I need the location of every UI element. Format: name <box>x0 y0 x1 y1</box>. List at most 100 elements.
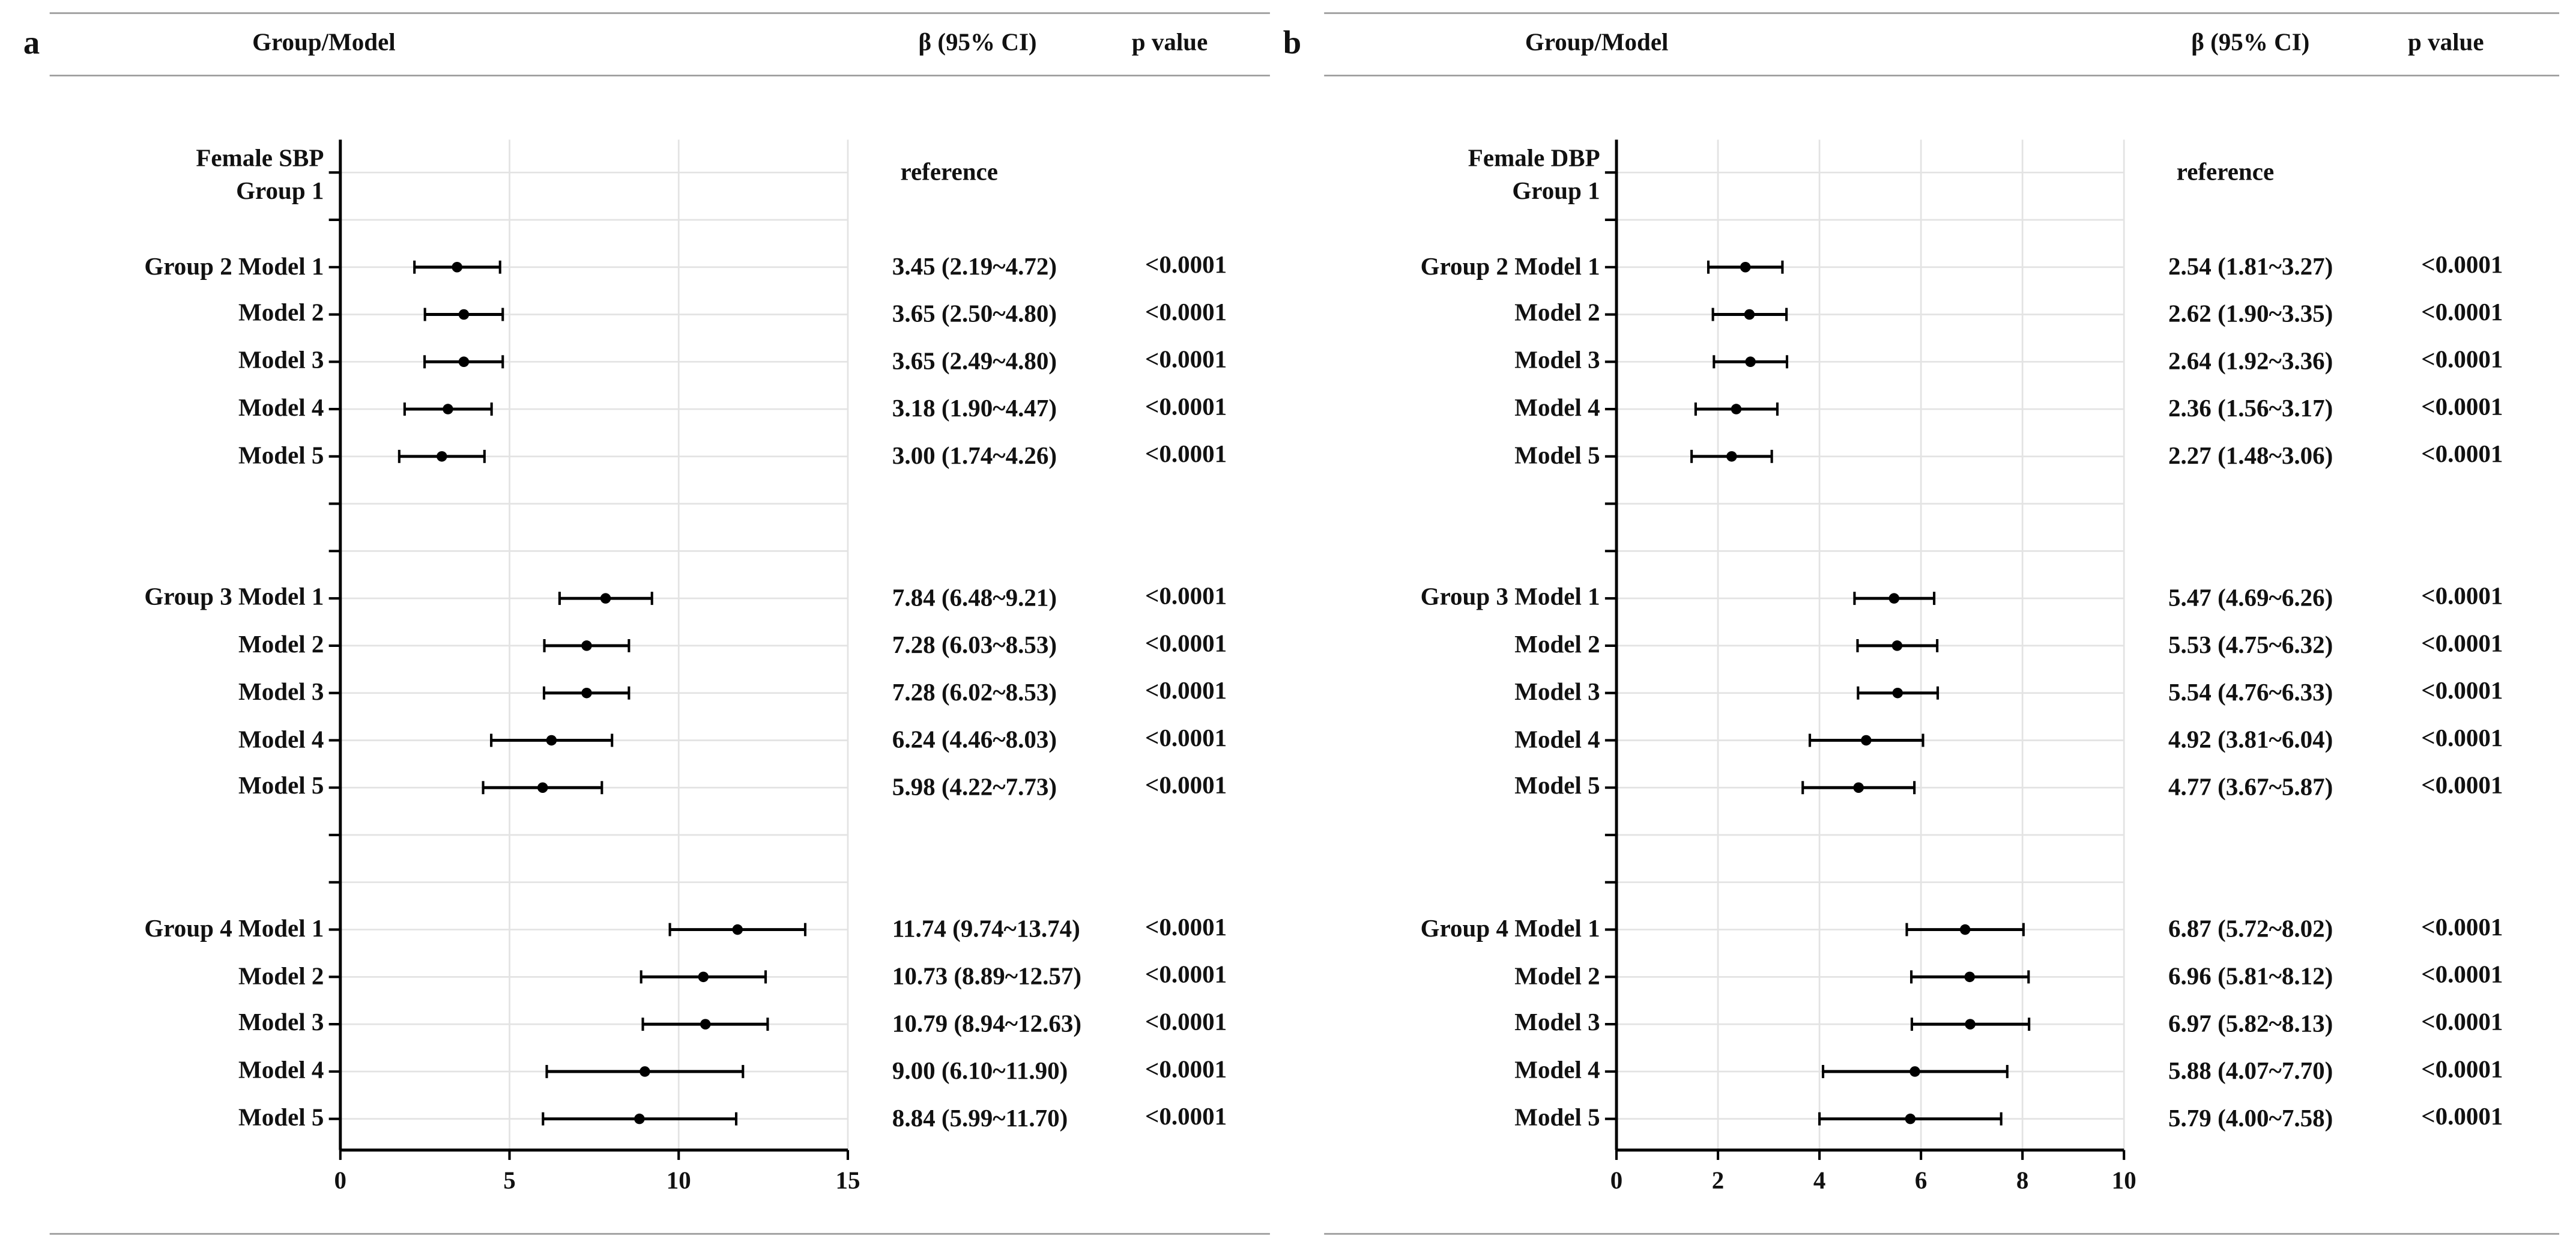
ci-label: 6.96 (5.81~8.12) <box>2168 962 2333 989</box>
estimate-point <box>581 640 592 651</box>
ci-label: 3.65 (2.49~4.80) <box>892 347 1057 374</box>
category-label-box: Model 4 <box>238 396 324 422</box>
x-tick-label: 5 <box>503 1167 516 1194</box>
x-tick-label: 10 <box>667 1167 691 1194</box>
ci-label: 5.98 (4.22~7.73) <box>892 772 1057 800</box>
category-label-box: Group 2 Model 1 <box>1421 254 1600 281</box>
category-label-box: Model 3 <box>1514 679 1600 706</box>
estimate-point <box>698 971 709 983</box>
category-label: Model 3 <box>238 679 324 706</box>
header-p: p value <box>2408 28 2484 55</box>
p-label: <0.0001 <box>2421 1008 2503 1036</box>
category-label-box: Group 3 Model 1 <box>144 585 324 611</box>
category-label-box: Group 2 Model 1 <box>144 253 324 281</box>
category-label: Model 4 <box>1514 727 1600 754</box>
estimate-point <box>1731 404 1742 414</box>
ci-label: 5.47 (4.69~6.26) <box>2168 583 2333 611</box>
category-label-box: Model 4 <box>1514 727 1600 754</box>
category-label: Model 3 <box>1514 348 1600 375</box>
ci-label: 2.36 (1.56~3.17) <box>2168 394 2333 422</box>
p-label: <0.0001 <box>1145 582 1227 610</box>
estimate-point <box>600 593 611 604</box>
header-group: Group/Model <box>1525 28 1669 55</box>
header-ci: β (95% CI) <box>2191 28 2309 55</box>
ci-label: 10.79 (8.94~12.63) <box>892 1009 1081 1037</box>
category-label-box: Female DBP Group 1 <box>1468 146 1600 205</box>
category-label-box: Group 3 Model 1 <box>1420 585 1600 611</box>
category-label-box: Model 5 <box>1514 774 1600 801</box>
category-label-box: Model 4 <box>1514 1058 1600 1085</box>
estimate-point <box>1964 971 1976 983</box>
p-label: <0.0001 <box>1145 771 1227 799</box>
category-label: Model 3 <box>1514 679 1600 706</box>
ci-label: 11.74 (9.74~13.74) <box>892 915 1080 942</box>
header-ci: β (95% CI) <box>919 28 1037 55</box>
ci-label: 10.73 (8.89~12.57) <box>892 962 1081 989</box>
p-label: <0.0001 <box>1145 1055 1227 1082</box>
ci-label: 6.87 (5.72~8.02) <box>2168 915 2333 942</box>
ci-label: 3.18 (1.90~4.47) <box>892 394 1057 422</box>
p-label: <0.0001 <box>1145 440 1227 467</box>
estimate-point <box>581 687 592 699</box>
category-label-box: Model 2 <box>1514 301 1600 328</box>
category-label: Model 4 <box>238 727 324 754</box>
category-label-box: Model 5 <box>1514 443 1600 470</box>
estimate-point <box>700 1019 711 1030</box>
p-label: <0.0001 <box>2421 298 2503 326</box>
category-label: Group 4 Model 1 <box>1420 916 1600 943</box>
ci-label: 2.27 (1.48~3.06) <box>2168 441 2333 469</box>
category-label: Group 4 Model 1 <box>144 916 324 943</box>
category-label-box: Model 3 <box>238 1011 324 1037</box>
ci-label: 5.53 (4.75~6.32) <box>2168 631 2333 658</box>
category-label: Model 2 <box>238 301 324 328</box>
category-label: Model 5 <box>238 443 324 470</box>
p-label: <0.0001 <box>1145 298 1227 326</box>
category-label-box: Model 4 <box>238 1058 324 1085</box>
p-label: <0.0001 <box>1145 913 1227 941</box>
estimate-point <box>1891 640 1903 651</box>
ci-label: reference <box>900 157 997 185</box>
p-label: <0.0001 <box>2421 676 2503 704</box>
ci-label: 6.24 (4.46~8.03) <box>892 726 1057 753</box>
p-label: <0.0001 <box>2421 629 2503 657</box>
p-label: <0.0001 <box>1145 345 1227 373</box>
category-label-box: Model 5 <box>238 1106 324 1132</box>
estimate-point <box>537 782 548 793</box>
p-label: <0.0001 <box>2421 392 2503 420</box>
category-label-box: Model 2 <box>1514 963 1600 991</box>
p-label: <0.0001 <box>2421 1055 2503 1082</box>
ci-label: 4.92 (3.81~6.04) <box>2168 726 2333 753</box>
estimate-point <box>458 356 470 368</box>
ci-label: 5.54 (4.76~6.33) <box>2168 678 2333 706</box>
p-label: <0.0001 <box>2421 582 2503 610</box>
category-label: Model 2 <box>1514 633 1600 659</box>
category-label-box: Model 2 <box>238 963 324 990</box>
category-label: Female DBP Group 1 <box>1468 146 1600 205</box>
p-label: <0.0001 <box>1145 724 1227 751</box>
panel-label: b <box>1283 24 1301 61</box>
ci-label: 3.45 (2.19~4.72) <box>892 252 1057 280</box>
ci-label: reference <box>2177 157 2274 185</box>
category-label-box: Model 4 <box>1514 396 1600 422</box>
estimate-point <box>437 451 447 462</box>
category-label-box: Model 3 <box>1514 1011 1600 1037</box>
category-label: Model 3 <box>238 348 324 375</box>
category-label: Group 3 Model 1 <box>1420 585 1600 611</box>
ci-label: 3.00 (1.74~4.26) <box>892 441 1057 469</box>
x-tick-label: 2 <box>1712 1167 1725 1194</box>
x-tick-label: 15 <box>835 1167 860 1194</box>
category-label: Model 2 <box>1514 963 1600 991</box>
category-label: Model 3 <box>1514 1011 1600 1037</box>
category-label: Group 2 Model 1 <box>144 253 324 281</box>
category-label: Model 4 <box>238 396 324 422</box>
ci-label: 5.88 (4.07~7.70) <box>2168 1057 2333 1084</box>
category-label: Model 2 <box>1514 301 1600 328</box>
ci-label: 5.79 (4.00~7.58) <box>2168 1104 2333 1132</box>
estimate-point <box>1959 924 1971 935</box>
category-label-box: Female SBP Group 1 <box>196 146 324 205</box>
ci-label: 7.28 (6.03~8.53) <box>892 631 1057 658</box>
p-label: <0.0001 <box>1145 676 1227 704</box>
category-label: Model 3 <box>238 1011 324 1037</box>
